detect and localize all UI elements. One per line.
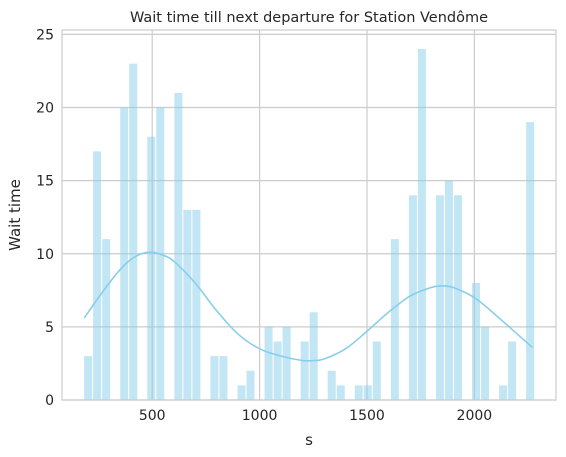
histogram-bar-15 <box>274 342 282 400</box>
histogram-bar-9 <box>192 210 200 400</box>
histogram-bar-18 <box>310 312 318 400</box>
histogram-bar-19 <box>328 371 336 400</box>
histogram-bar-22 <box>364 385 372 400</box>
histogram-bar-25 <box>409 195 417 400</box>
histogram-bar-11 <box>219 356 227 400</box>
y-tick-label-2: 10 <box>36 247 54 263</box>
histogram-bar-17 <box>301 342 309 400</box>
y-tick-label-1: 5 <box>45 320 54 336</box>
y-axis-label: Wait time <box>6 179 24 251</box>
histogram-bar-34 <box>526 122 534 400</box>
x-tick-label-2: 1500 <box>349 408 385 424</box>
histogram-bar-16 <box>283 327 291 400</box>
histogram-bar-4 <box>129 64 137 400</box>
histogram-bar-8 <box>183 210 191 400</box>
y-tick-label-0: 0 <box>45 393 54 409</box>
histogram-bar-32 <box>499 385 507 400</box>
histogram-bar-1 <box>93 151 101 400</box>
histogram-bar-24 <box>391 239 399 400</box>
x-axis-label: s <box>305 431 313 449</box>
x-tick-labels: 500 1000 1500 2000 <box>139 408 492 424</box>
histogram-bar-31 <box>481 327 489 400</box>
histogram-bar-26 <box>418 49 426 400</box>
histogram-bar-3 <box>120 108 128 400</box>
histogram-bar-7 <box>174 93 182 400</box>
x-tick-label-3: 2000 <box>457 408 493 424</box>
histogram-bar-2 <box>102 239 110 400</box>
histogram-bar-12 <box>237 385 245 400</box>
y-tick-label-5: 25 <box>36 27 54 43</box>
histogram-bar-5 <box>147 137 155 400</box>
histogram-bar-28 <box>445 181 453 400</box>
chart-title: Wait time till next departure for Statio… <box>130 10 488 26</box>
histogram-bar-20 <box>337 385 345 400</box>
histogram-bar-14 <box>265 327 273 400</box>
histogram-bar-21 <box>355 385 363 400</box>
y-tick-label-4: 20 <box>36 101 54 117</box>
y-tick-labels: 0 5 10 15 20 25 <box>36 27 54 409</box>
histogram-bar-13 <box>246 371 254 400</box>
x-tick-label-0: 500 <box>139 408 166 424</box>
histogram-bar-29 <box>454 195 462 400</box>
histogram-bar-23 <box>373 342 381 400</box>
x-tick-label-1: 1000 <box>242 408 278 424</box>
histogram-bar-10 <box>210 356 218 400</box>
y-tick-label-3: 15 <box>36 174 54 190</box>
histogram-bar-27 <box>436 195 444 400</box>
histogram-bar-0 <box>84 356 92 400</box>
histogram-bar-33 <box>508 342 516 400</box>
